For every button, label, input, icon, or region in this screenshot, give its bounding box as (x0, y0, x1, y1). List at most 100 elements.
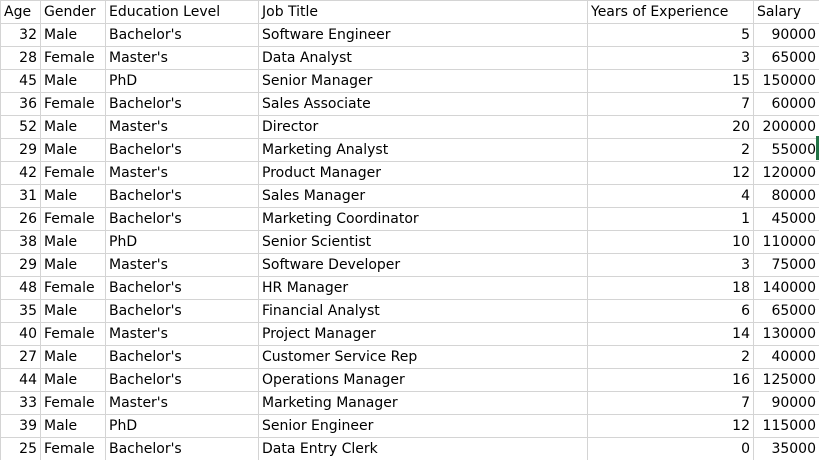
cell-education-level[interactable]: Bachelor's (105, 276, 259, 300)
header-cell-gender[interactable]: Gender (40, 0, 106, 24)
cell-age[interactable]: 42 (0, 161, 41, 185)
cell-salary[interactable]: 40000 (753, 345, 819, 369)
cell-age[interactable]: 26 (0, 207, 41, 231)
cell-job-title[interactable]: Customer Service Rep (258, 345, 588, 369)
cell-job-title[interactable]: Product Manager (258, 161, 588, 185)
cell-salary[interactable]: 115000 (753, 414, 819, 438)
cell-job-title[interactable]: Senior Engineer (258, 414, 588, 438)
cell-gender[interactable]: Male (40, 345, 106, 369)
cell-job-title[interactable]: Software Engineer (258, 23, 588, 47)
cell-years-of-experience[interactable]: 7 (587, 92, 754, 116)
cell-education-level[interactable]: Master's (105, 161, 259, 185)
cell-education-level[interactable]: Bachelor's (105, 437, 259, 460)
cell-job-title[interactable]: Director (258, 115, 588, 139)
cell-job-title[interactable]: Operations Manager (258, 368, 588, 392)
cell-age[interactable]: 29 (0, 253, 41, 277)
cell-salary[interactable]: 35000 (753, 437, 819, 460)
cell-education-level[interactable]: PhD (105, 414, 259, 438)
cell-years-of-experience[interactable]: 4 (587, 184, 754, 208)
cell-gender[interactable]: Female (40, 207, 106, 231)
cell-years-of-experience[interactable]: 6 (587, 299, 754, 323)
cell-age[interactable]: 52 (0, 115, 41, 139)
header-cell-job-title[interactable]: Job Title (258, 0, 588, 24)
cell-salary[interactable]: 90000 (753, 23, 819, 47)
cell-years-of-experience[interactable]: 10 (587, 230, 754, 254)
cell-education-level[interactable]: Bachelor's (105, 368, 259, 392)
cell-gender[interactable]: Male (40, 69, 106, 93)
cell-age[interactable]: 45 (0, 69, 41, 93)
cell-years-of-experience[interactable]: 7 (587, 391, 754, 415)
cell-years-of-experience[interactable]: 12 (587, 161, 754, 185)
cell-years-of-experience[interactable]: 14 (587, 322, 754, 346)
cell-job-title[interactable]: Senior Manager (258, 69, 588, 93)
cell-gender[interactable]: Female (40, 391, 106, 415)
cell-age[interactable]: 35 (0, 299, 41, 323)
cell-education-level[interactable]: Master's (105, 46, 259, 70)
cell-salary[interactable]: 75000 (753, 253, 819, 277)
cell-gender[interactable]: Male (40, 184, 106, 208)
cell-gender[interactable]: Male (40, 299, 106, 323)
cell-job-title[interactable]: Senior Scientist (258, 230, 588, 254)
cell-job-title[interactable]: HR Manager (258, 276, 588, 300)
cell-salary[interactable]: 55000 (753, 138, 819, 162)
cell-education-level[interactable]: Bachelor's (105, 184, 259, 208)
cell-age[interactable]: 40 (0, 322, 41, 346)
cell-education-level[interactable]: Bachelor's (105, 138, 259, 162)
cell-salary[interactable]: 45000 (753, 207, 819, 231)
cell-age[interactable]: 27 (0, 345, 41, 369)
cell-education-level[interactable]: Bachelor's (105, 207, 259, 231)
cell-years-of-experience[interactable]: 16 (587, 368, 754, 392)
cell-job-title[interactable]: Software Developer (258, 253, 588, 277)
cell-salary[interactable]: 140000 (753, 276, 819, 300)
cell-salary[interactable]: 65000 (753, 46, 819, 70)
cell-age[interactable]: 33 (0, 391, 41, 415)
cell-education-level[interactable]: Master's (105, 322, 259, 346)
header-cell-salary[interactable]: Salary (753, 0, 819, 24)
cell-job-title[interactable]: Marketing Coordinator (258, 207, 588, 231)
cell-salary[interactable]: 60000 (753, 92, 819, 116)
cell-years-of-experience[interactable]: 1 (587, 207, 754, 231)
header-cell-education-level[interactable]: Education Level (105, 0, 259, 24)
header-cell-age[interactable]: Age (0, 0, 41, 24)
cell-years-of-experience[interactable]: 3 (587, 46, 754, 70)
cell-salary[interactable]: 150000 (753, 69, 819, 93)
cell-years-of-experience[interactable]: 20 (587, 115, 754, 139)
cell-education-level[interactable]: Bachelor's (105, 299, 259, 323)
cell-age[interactable]: 39 (0, 414, 41, 438)
cell-job-title[interactable]: Sales Manager (258, 184, 588, 208)
cell-years-of-experience[interactable]: 12 (587, 414, 754, 438)
cell-gender[interactable]: Female (40, 276, 106, 300)
cell-gender[interactable]: Female (40, 322, 106, 346)
cell-salary[interactable]: 125000 (753, 368, 819, 392)
cell-job-title[interactable]: Marketing Analyst (258, 138, 588, 162)
cell-education-level[interactable]: PhD (105, 230, 259, 254)
cell-years-of-experience[interactable]: 15 (587, 69, 754, 93)
cell-job-title[interactable]: Financial Analyst (258, 299, 588, 323)
cell-years-of-experience[interactable]: 5 (587, 23, 754, 47)
cell-gender[interactable]: Male (40, 414, 106, 438)
cell-gender[interactable]: Male (40, 253, 106, 277)
cell-education-level[interactable]: Master's (105, 115, 259, 139)
cell-gender[interactable]: Female (40, 437, 106, 460)
cell-years-of-experience[interactable]: 2 (587, 345, 754, 369)
cell-age[interactable]: 38 (0, 230, 41, 254)
cell-age[interactable]: 29 (0, 138, 41, 162)
cell-years-of-experience[interactable]: 18 (587, 276, 754, 300)
cell-salary[interactable]: 90000 (753, 391, 819, 415)
cell-job-title[interactable]: Sales Associate (258, 92, 588, 116)
cell-gender[interactable]: Male (40, 23, 106, 47)
cell-years-of-experience[interactable]: 0 (587, 437, 754, 460)
cell-gender[interactable]: Male (40, 115, 106, 139)
cell-age[interactable]: 48 (0, 276, 41, 300)
cell-job-title[interactable]: Data Analyst (258, 46, 588, 70)
cell-gender[interactable]: Male (40, 138, 106, 162)
cell-job-title[interactable]: Marketing Manager (258, 391, 588, 415)
cell-education-level[interactable]: PhD (105, 69, 259, 93)
cell-salary[interactable]: 120000 (753, 161, 819, 185)
cell-education-level[interactable]: Bachelor's (105, 92, 259, 116)
cell-gender[interactable]: Female (40, 46, 106, 70)
cell-salary[interactable]: 65000 (753, 299, 819, 323)
cell-years-of-experience[interactable]: 3 (587, 253, 754, 277)
cell-age[interactable]: 44 (0, 368, 41, 392)
cell-gender[interactable]: Female (40, 161, 106, 185)
